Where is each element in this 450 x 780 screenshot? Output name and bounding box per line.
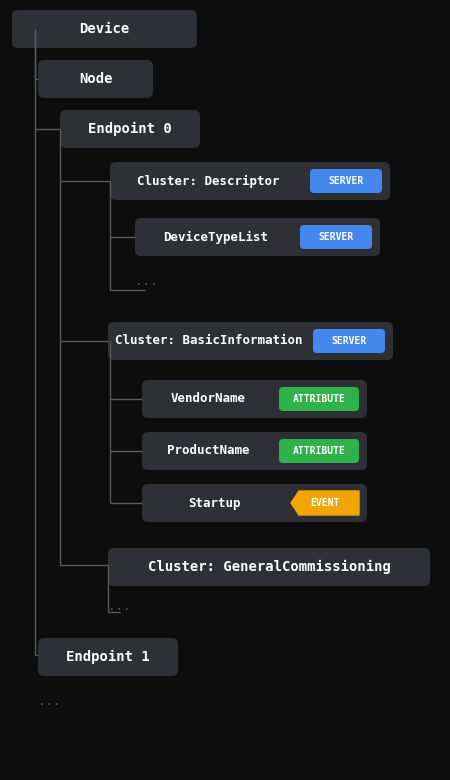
Text: Endpoint 1: Endpoint 1 (66, 650, 150, 664)
FancyBboxPatch shape (142, 432, 367, 470)
Text: SERVER: SERVER (331, 336, 367, 346)
Text: ...: ... (108, 600, 130, 613)
Text: EVENT: EVENT (310, 498, 340, 508)
FancyBboxPatch shape (300, 225, 372, 249)
FancyBboxPatch shape (310, 169, 382, 193)
FancyBboxPatch shape (313, 329, 385, 353)
Text: ProductName: ProductName (167, 445, 250, 458)
Text: ATTRIBUTE: ATTRIBUTE (292, 446, 346, 456)
FancyBboxPatch shape (38, 638, 178, 676)
Text: Startup: Startup (188, 497, 241, 509)
FancyBboxPatch shape (279, 439, 359, 463)
FancyBboxPatch shape (110, 162, 390, 200)
Text: Cluster: BasicInformation: Cluster: BasicInformation (115, 335, 302, 348)
Text: ATTRIBUTE: ATTRIBUTE (292, 394, 346, 404)
Text: SERVER: SERVER (319, 232, 354, 242)
Text: ...: ... (38, 695, 60, 708)
Text: Cluster: Descriptor: Cluster: Descriptor (137, 175, 279, 187)
FancyBboxPatch shape (12, 10, 197, 48)
FancyBboxPatch shape (142, 380, 367, 418)
FancyBboxPatch shape (108, 548, 430, 586)
Text: ...: ... (135, 275, 158, 288)
Text: Node: Node (79, 72, 112, 86)
FancyBboxPatch shape (135, 218, 380, 256)
FancyBboxPatch shape (38, 60, 153, 98)
Text: Cluster: GeneralCommissioning: Cluster: GeneralCommissioning (148, 560, 391, 574)
FancyBboxPatch shape (142, 484, 367, 522)
Text: VendorName: VendorName (171, 392, 246, 406)
Text: Device: Device (79, 22, 130, 36)
FancyBboxPatch shape (279, 387, 359, 411)
Text: SERVER: SERVER (328, 176, 364, 186)
Text: DeviceTypeList: DeviceTypeList (163, 230, 268, 243)
FancyBboxPatch shape (108, 322, 393, 360)
Text: Endpoint 0: Endpoint 0 (88, 122, 172, 136)
FancyBboxPatch shape (60, 110, 200, 148)
Polygon shape (291, 491, 359, 515)
